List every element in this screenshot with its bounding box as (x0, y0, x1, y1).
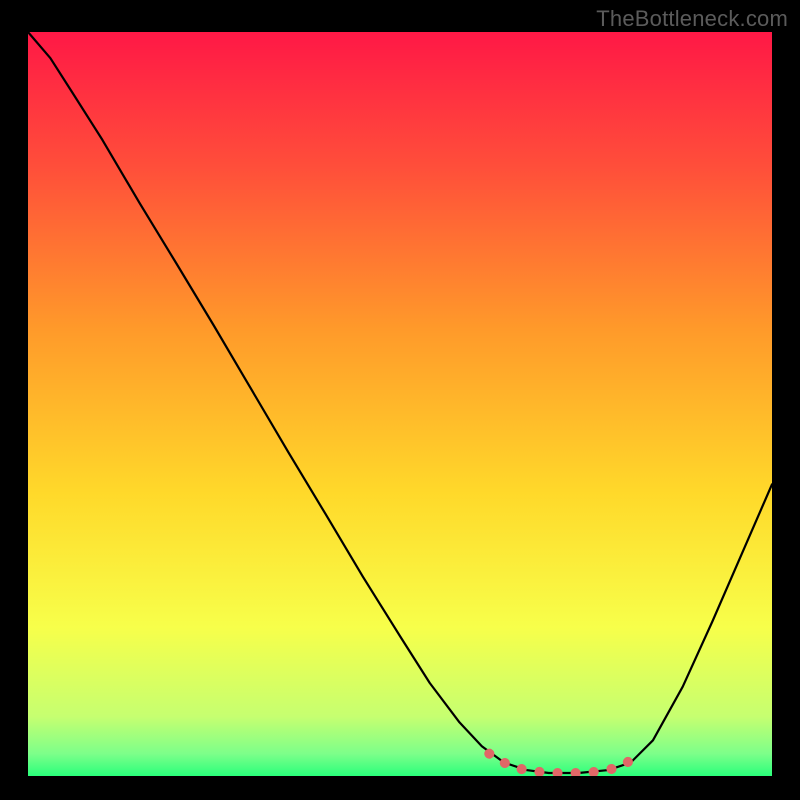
chart-svg (28, 32, 772, 776)
plot-area (28, 32, 772, 776)
watermark-text: TheBottleneck.com (596, 6, 788, 32)
chart-container: TheBottleneck.com (0, 0, 800, 800)
gradient-background (28, 32, 772, 776)
